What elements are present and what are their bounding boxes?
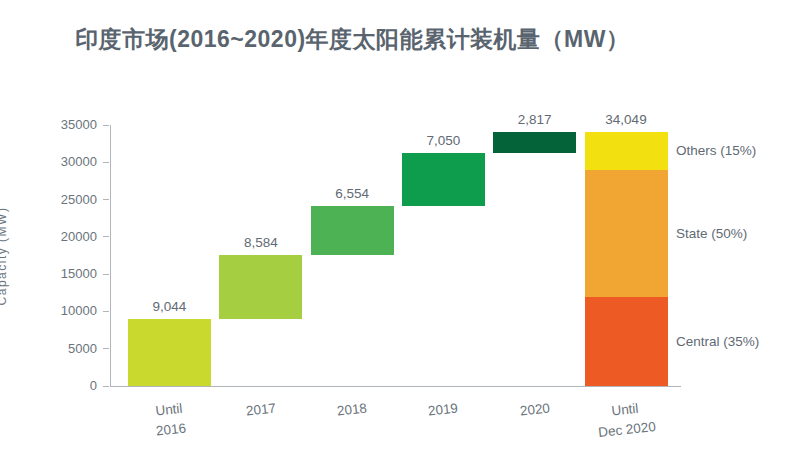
chart-canvas: 印度市场(2016~2020)年度太阳能累计装机量（MW） Capacity (… — [0, 0, 800, 460]
y-tick-mark — [103, 386, 109, 387]
x-tick-label-2018: 2018 — [301, 395, 403, 425]
y-tick-mark — [103, 236, 109, 237]
x-tick-label-2019: 2019 — [393, 395, 495, 425]
y-tick-mark — [103, 348, 109, 349]
legend-label-others: Others (15%) — [676, 143, 756, 159]
stacked-segment-state — [585, 170, 668, 297]
x-tick-label-line: 2020 — [484, 395, 586, 425]
y-tick-label: 0 — [45, 379, 97, 393]
y-tick-label: 20000 — [45, 230, 97, 244]
x-tick-label-line: 2018 — [301, 395, 403, 425]
bar-value-label: 9,044 — [120, 299, 220, 314]
stacked-segment-others — [585, 132, 668, 170]
x-tick-label-line: 2017 — [210, 395, 312, 425]
y-tick-mark — [103, 199, 109, 200]
chart-title: 印度市场(2016~2020)年度太阳能累计装机量（MW） — [75, 24, 629, 55]
bar-value-label-total: 34,049 — [576, 112, 676, 127]
waterfall-bar-2018 — [311, 206, 394, 255]
plot-area: 050001000015000200002500030000350009,044… — [110, 125, 681, 387]
x-tick-label-2020: 2020 — [484, 395, 586, 425]
waterfall-bar-2020 — [493, 132, 576, 153]
legend-label-state: State (50%) — [676, 226, 747, 242]
y-tick-label: 5000 — [45, 342, 97, 356]
x-tick-label-2017: 2017 — [210, 395, 312, 425]
y-tick-label: 25000 — [45, 193, 97, 207]
y-axis-title: Capacity (MW) — [0, 125, 12, 386]
y-tick-mark — [103, 125, 109, 126]
y-tick-mark — [103, 162, 109, 163]
x-tick-label-line: 2019 — [393, 395, 495, 425]
x-tick-label-until-dec-2020: UntilDec 2020 — [574, 395, 678, 445]
waterfall-bar-until-2016 — [128, 319, 211, 386]
bar-value-label: 2,817 — [485, 112, 585, 127]
y-tick-mark — [103, 311, 109, 312]
bar-value-label: 7,050 — [393, 133, 493, 148]
y-tick-mark — [103, 274, 109, 275]
y-tick-label: 35000 — [45, 118, 97, 132]
y-tick-label: 15000 — [45, 267, 97, 281]
y-tick-label: 30000 — [45, 155, 97, 169]
bar-value-label: 8,584 — [211, 235, 311, 250]
waterfall-bar-2017 — [219, 255, 302, 319]
stacked-segment-central — [585, 297, 668, 386]
y-axis-title-text: Capacity (MW) — [0, 206, 9, 305]
waterfall-bar-2019 — [402, 153, 485, 206]
y-tick-label: 10000 — [45, 304, 97, 318]
legend-label-central: Central (35%) — [676, 334, 759, 350]
bar-value-label: 6,554 — [302, 186, 402, 201]
x-tick-label-until-2016: Until2016 — [118, 395, 222, 445]
